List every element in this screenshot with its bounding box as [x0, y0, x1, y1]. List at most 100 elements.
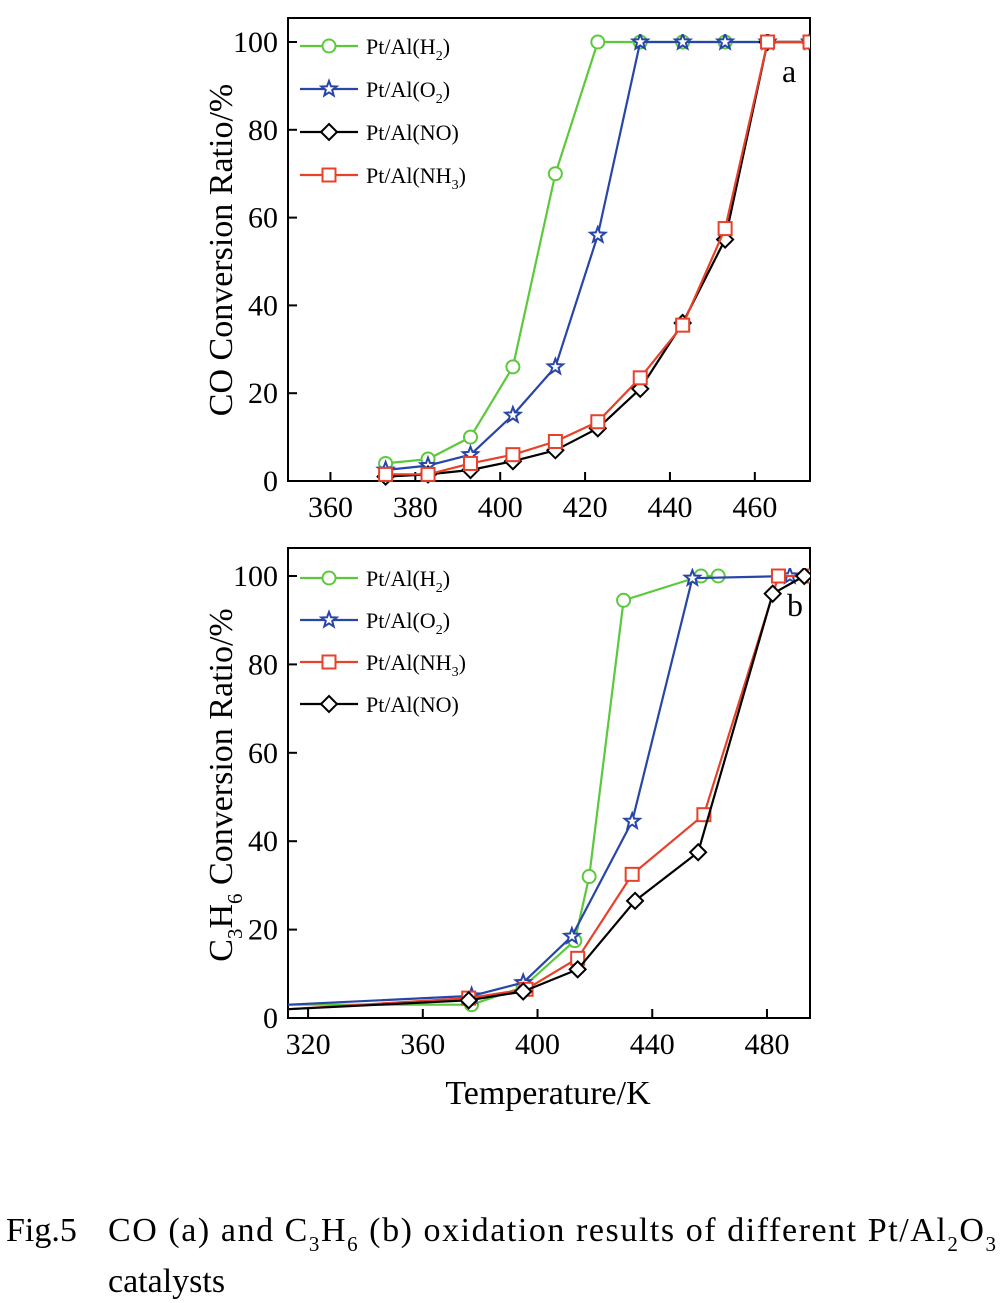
x-tick-label: 460: [732, 491, 777, 524]
data-point: [632, 370, 648, 386]
legend-marker: [321, 167, 337, 183]
data-point: [621, 810, 643, 831]
data-point: [459, 990, 479, 1010]
data-point: [624, 866, 640, 882]
data-point: [675, 317, 691, 333]
data-point: [587, 224, 609, 244]
axes-a: 0 20 40 60 80 100 360 380 400 420 440 460: [233, 26, 777, 524]
data-point: [561, 925, 583, 946]
data-point: [513, 982, 533, 1001]
data-point: [462, 429, 478, 445]
y-axis-title-a: CO Conversion Ratio/%: [203, 84, 240, 416]
data-point: [616, 592, 632, 608]
y-tick-label: 40: [248, 825, 278, 858]
data-point: [502, 404, 524, 424]
data-point: [688, 842, 708, 862]
x-tick-label: 400: [515, 1028, 560, 1061]
data-point: [590, 414, 606, 430]
series-line: [385, 40, 810, 472]
series-group-a: [375, 34, 810, 487]
legend-label: Pt/Al(O2): [366, 77, 450, 107]
data-point: [763, 584, 783, 604]
data-point: [420, 466, 436, 482]
legend-b: Pt/Al(H2) Pt/Al(O2) Pt/Al(NH3) Pt/Al(NO): [300, 566, 466, 717]
x-tick-label: 400: [478, 491, 523, 524]
legend-label: Pt/Al(H2): [366, 566, 450, 596]
data-point: [760, 34, 776, 50]
panel-label-a: a: [782, 53, 796, 89]
data-point: [717, 221, 733, 237]
data-point: [802, 34, 810, 50]
caption-line-1: CO (a) and C3H6 (b) oxidation results of…: [108, 1212, 996, 1256]
legend-marker: [321, 38, 337, 54]
y-tick-label: 100: [233, 560, 278, 593]
data-point: [672, 34, 694, 51]
legend-label: Pt/Al(NO): [366, 120, 459, 145]
data-point: [682, 568, 703, 587]
x-tick-label: 480: [744, 1028, 789, 1061]
x-tick-label: 440: [647, 491, 692, 524]
data-point: [710, 568, 726, 584]
chart-panel-a: 0 20 40 60 80 100 360 380 400 420 440 460 Pt/Al(H2)…: [203, 17, 811, 524]
x-axis-title: Temperature/K: [445, 1075, 651, 1112]
series-line: [385, 40, 810, 465]
plot-frame-b: [287, 547, 811, 1019]
data-point: [545, 356, 566, 376]
y-tick-label: 80: [248, 114, 278, 147]
legend-label: Pt/Al(H2): [366, 34, 450, 64]
x-tick-label: 440: [630, 1028, 675, 1061]
data-point: [770, 568, 786, 584]
legend-label: Pt/Al(NO): [366, 692, 459, 717]
figure-caption: Fig.5 CO (a) and C3H6 (b) oxidation resu…: [6, 1212, 996, 1300]
data-point: [581, 869, 597, 885]
y-tick-label: 60: [248, 202, 278, 235]
series-line: [288, 574, 790, 1006]
axes-b: 0 20 40 60 80 100 320 360 400 440 480: [233, 560, 789, 1061]
data-point: [794, 568, 810, 586]
legend-label: Pt/Al(NH3): [366, 650, 466, 680]
legend-marker: [318, 609, 340, 629]
caption-label: Fig.5: [6, 1212, 77, 1249]
data-point: [505, 359, 521, 375]
data-point: [505, 447, 521, 463]
legend-marker: [321, 654, 337, 670]
series-line: [288, 574, 719, 1006]
series-line: [288, 575, 805, 1011]
y-tick-label: 20: [248, 377, 278, 410]
x-tick-label: 360: [308, 491, 353, 524]
legend-marker: [321, 570, 337, 586]
y-axis-title-b: C3H6 Conversion Ratio/%: [203, 608, 247, 961]
data-point: [547, 166, 563, 182]
series-group-b: [288, 568, 810, 1013]
x-tick-label: 320: [286, 1028, 331, 1061]
x-tick-label: 420: [563, 491, 608, 524]
plot-frame-a: [287, 17, 811, 482]
panel-label-b: b: [787, 587, 803, 623]
y-tick-label: 60: [248, 737, 278, 770]
series-line: [288, 574, 810, 1011]
y-tick-label: 100: [233, 26, 278, 59]
data-point: [462, 455, 478, 471]
y-tick-label: 0: [263, 465, 278, 498]
legend-label: Pt/Al(NH3): [366, 163, 466, 193]
legend-marker: [319, 694, 339, 714]
legend-a: Pt/Al(H2) Pt/Al(O2) Pt/Al(NO) Pt/Al(NH3): [300, 34, 466, 193]
x-tick-label: 380: [393, 491, 438, 524]
y-tick-label: 0: [263, 1002, 278, 1035]
caption-line-2: catalysts: [108, 1263, 225, 1300]
data-point: [547, 433, 563, 449]
series-line: [385, 40, 810, 478]
y-tick-label: 20: [248, 914, 278, 947]
legend-label: Pt/Al(O2): [366, 608, 450, 638]
data-point: [629, 34, 651, 51]
data-point: [378, 466, 394, 482]
x-tick-label: 360: [400, 1028, 445, 1061]
data-point: [568, 959, 588, 979]
legend-marker: [319, 122, 339, 142]
y-tick-label: 80: [248, 648, 278, 681]
series-line: [385, 40, 810, 476]
svg-text:C3H6 Conversion Ratio/%: C3H6 Conversion Ratio/%: [203, 608, 247, 961]
legend-marker: [318, 78, 340, 98]
